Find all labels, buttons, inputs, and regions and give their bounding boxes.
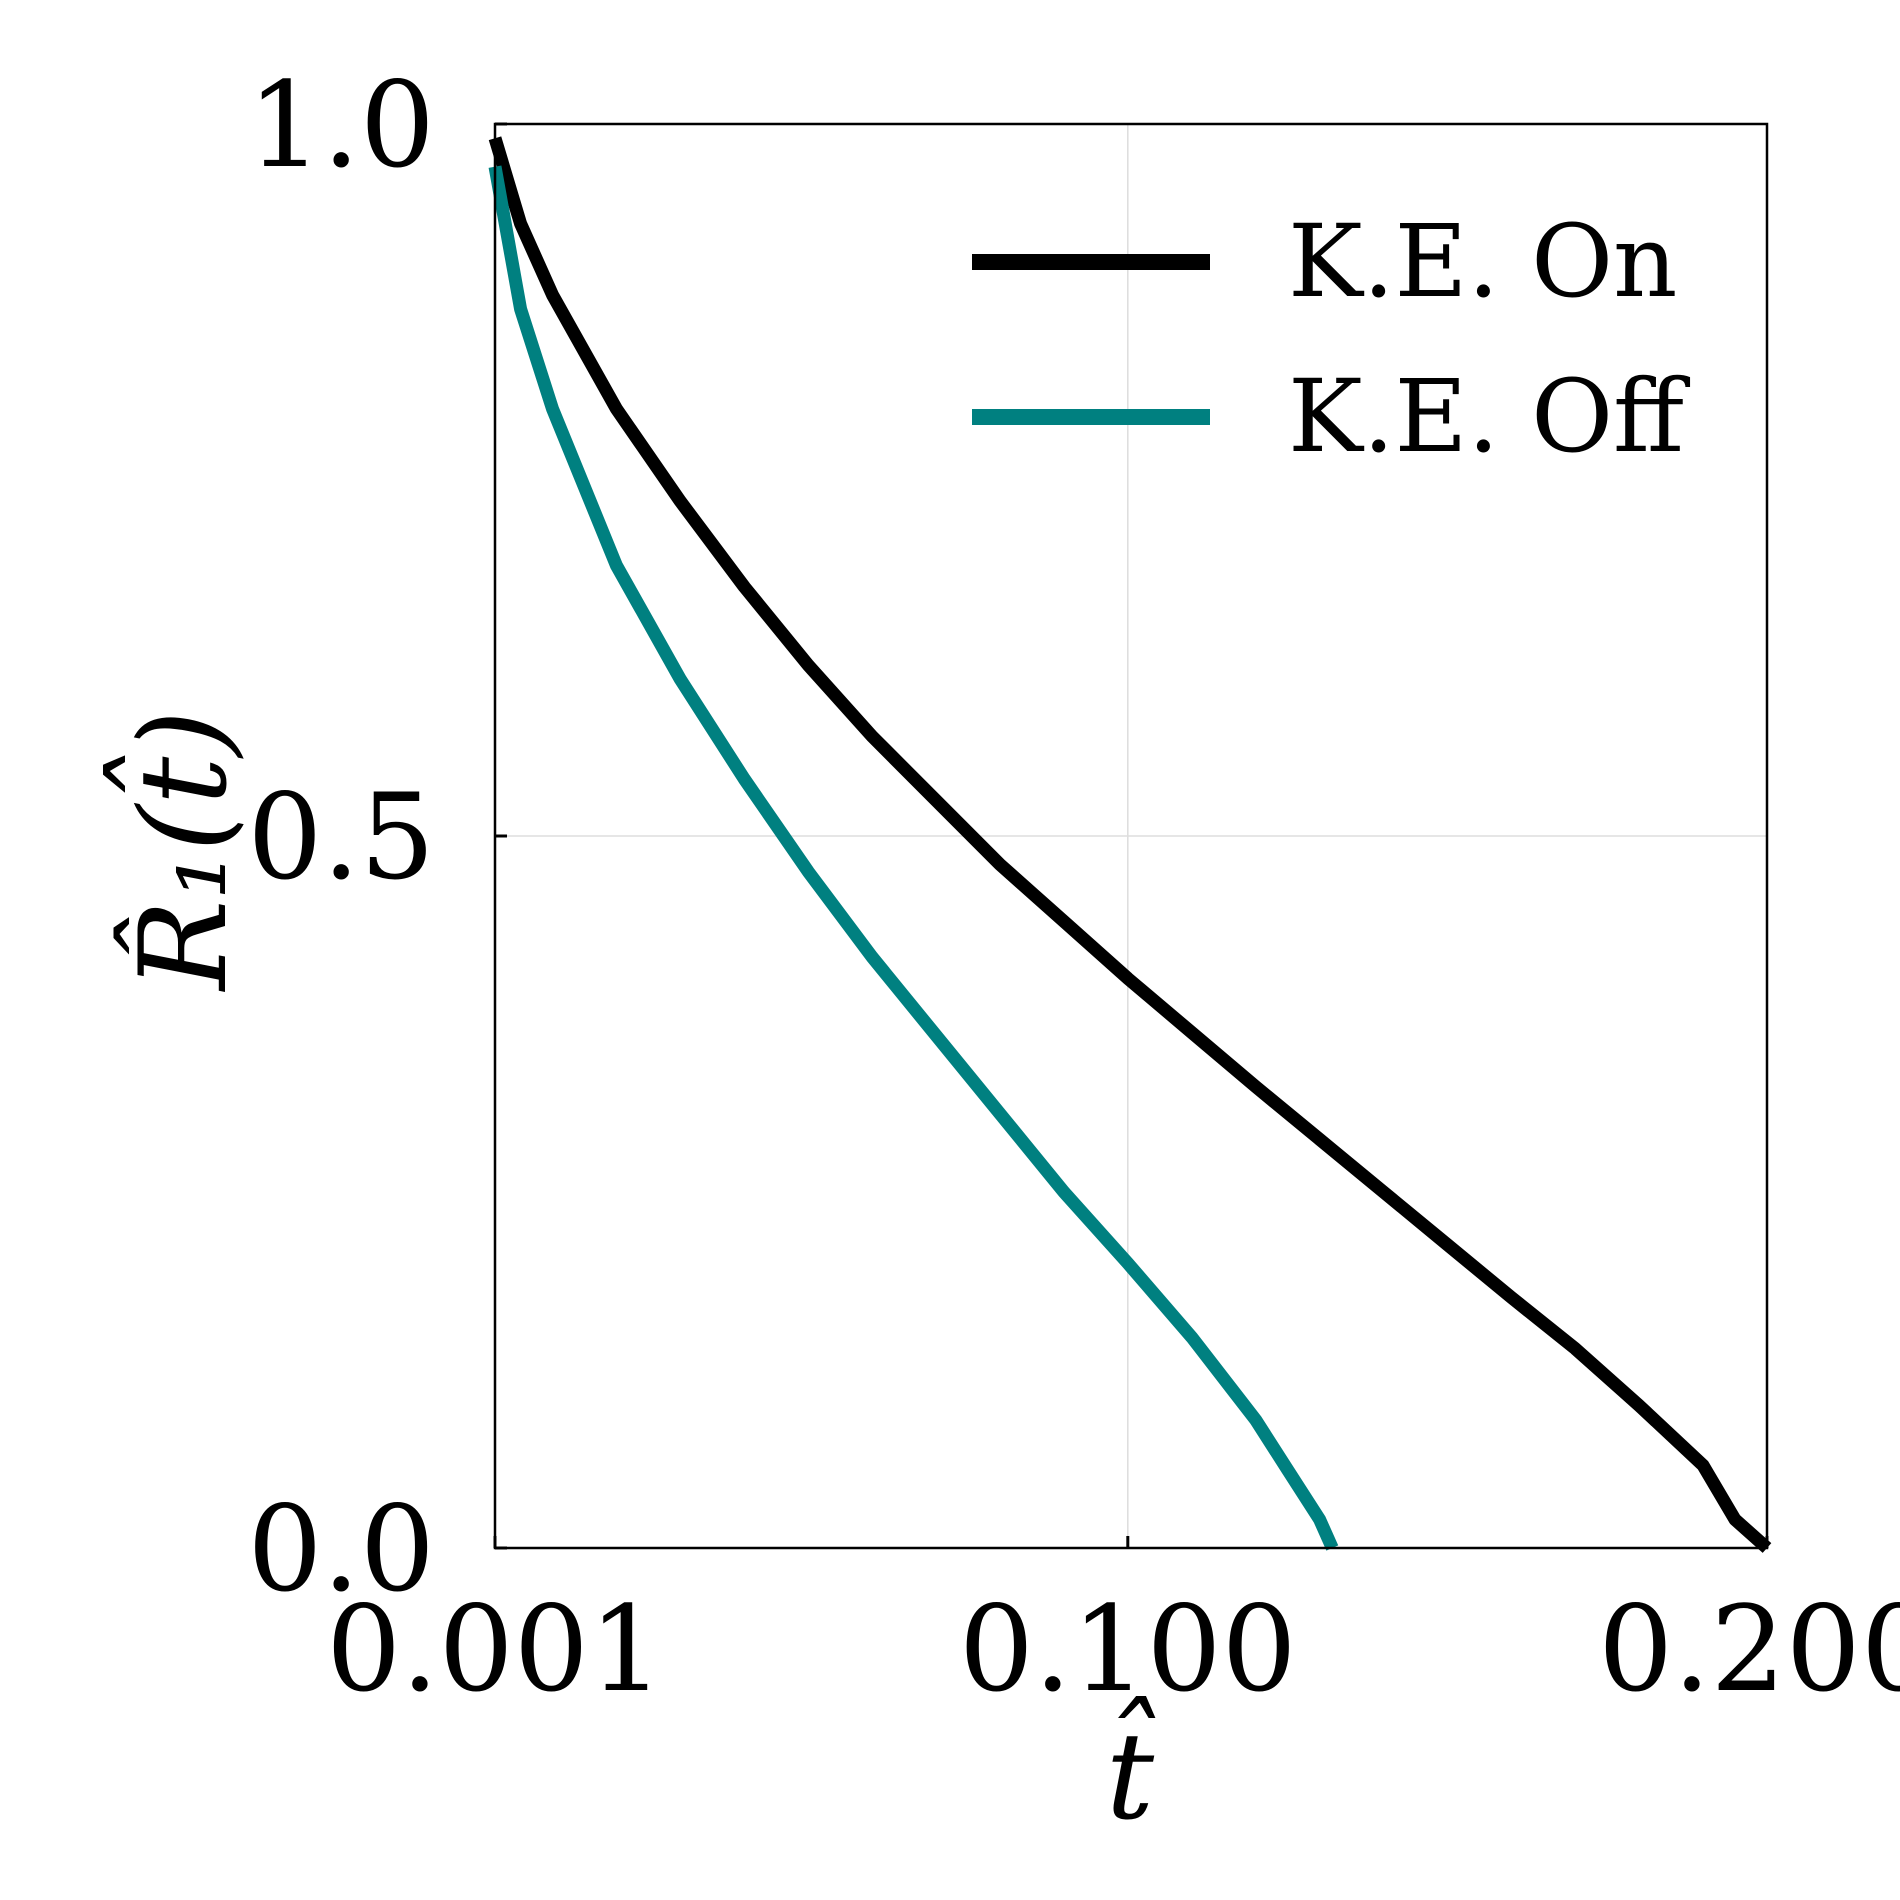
y-axis-label: R̂₁(t̂) bbox=[103, 710, 254, 992]
legend-label-1: K.E. On bbox=[1288, 203, 1677, 320]
x-axis-label: t̂ bbox=[1106, 1696, 1156, 1847]
legend-label-2: K.E. Off bbox=[1288, 358, 1691, 475]
series-lines bbox=[488, 136, 1772, 1553]
x-tick-label: 0.001 bbox=[326, 1580, 664, 1718]
x-tick-label: 0.100 bbox=[959, 1580, 1297, 1718]
series-line-2 bbox=[488, 165, 1339, 1551]
axis-ticks: 0.001 0.100 0.200 0.0 0.5 1.0 bbox=[247, 56, 1900, 1718]
y-tick-label: 0.0 bbox=[247, 1480, 435, 1618]
legend: K.E. On K.E. Off bbox=[972, 203, 1691, 475]
y-tick-label: 1.0 bbox=[247, 56, 435, 194]
series-line-1 bbox=[488, 136, 1772, 1553]
x-tick-label: 0.200 bbox=[1598, 1580, 1900, 1718]
y-tick-label: 0.5 bbox=[247, 768, 435, 906]
grid-lines bbox=[494, 123, 1768, 1549]
